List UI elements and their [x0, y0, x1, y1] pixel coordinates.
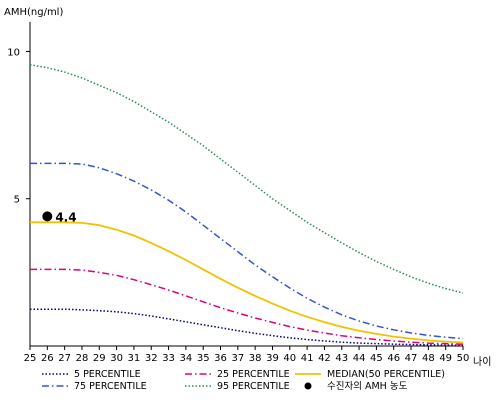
x-tick-label: 39 [266, 353, 279, 364]
legend-item: 95 PERCENTILE [185, 381, 290, 392]
x-tick-label: 35 [197, 353, 210, 364]
x-tick-label: 36 [214, 353, 227, 364]
legend-item: 수진자의 AMH 농도 [304, 381, 408, 392]
legend-label: 75 PERCENTILE [74, 381, 147, 392]
x-tick-label: 42 [318, 353, 331, 364]
x-tick-label: 44 [353, 353, 366, 364]
legend-item: 75 PERCENTILE [42, 381, 147, 392]
x-tick-label: 47 [405, 353, 418, 364]
x-tick-label: 30 [110, 353, 123, 364]
y-tick-label: 5 [14, 195, 20, 206]
legend: 5 PERCENTILE 25 PERCENTILE MEDIAN(50 PERCE… [42, 369, 445, 392]
x-tick-label: 48 [422, 353, 435, 364]
x-tick-label: 43 [335, 353, 348, 364]
x-tick-label: 49 [439, 353, 452, 364]
legend-label: 95 PERCENTILE [217, 381, 290, 392]
legend-point-swatch [304, 382, 312, 390]
series-line-median-50-percentile [30, 221, 464, 344]
x-axis-title: 나이 [473, 356, 491, 368]
legend-item: 5 PERCENTILE [42, 369, 141, 380]
x-tick-label: 37 [231, 353, 244, 364]
x-tick-label: 34 [180, 353, 193, 364]
x-tick-label: 41 [301, 353, 314, 364]
x-tick-label: 38 [249, 353, 262, 364]
legend-item: 25 PERCENTILE [185, 369, 290, 380]
y-tick-label: 10 [7, 47, 20, 58]
x-tick-label: 50 [457, 353, 470, 364]
legend-label: 5 PERCENTILE [74, 369, 141, 380]
legend-label: MEDIAN(50 PERCENTILE) [327, 369, 445, 380]
x-tick-label: 45 [370, 353, 383, 364]
series-line-5-percentile [30, 308, 464, 347]
x-tick-label: 26 [41, 353, 54, 364]
axes: 25 26 27 28 29 30 31 32 33 34 35 36 37 38 39 40 41 42 43 44… [7, 22, 469, 364]
legend-item: MEDIAN(50 PERCENTILE) [295, 369, 445, 380]
series-line-75-percentile [30, 162, 464, 340]
x-tick-label: 28 [76, 353, 89, 364]
point-layer: 4.4 [42, 210, 77, 224]
x-tick-label: 29 [93, 353, 106, 364]
x-tick-label: 27 [58, 353, 71, 364]
series-line-95-percentile [29, 63, 464, 294]
patient-amh-point [42, 211, 53, 222]
y-axis-title: AMH(ng/ml) [4, 7, 63, 18]
x-tick-label: 33 [162, 353, 175, 364]
x-tick-label: 31 [128, 353, 141, 364]
x-tick-label: 32 [145, 353, 158, 364]
legend-label: 수진자의 AMH 농도 [327, 381, 408, 392]
x-tick-label: 25 [24, 353, 37, 364]
legend-label: 25 PERCENTILE [217, 369, 290, 380]
series-line-25-percentile [30, 268, 464, 345]
series-layer [29, 63, 464, 347]
x-tick-label: 40 [283, 353, 296, 364]
x-tick-label: 46 [387, 353, 400, 364]
patient-amh-value-label: 4.4 [55, 210, 76, 224]
